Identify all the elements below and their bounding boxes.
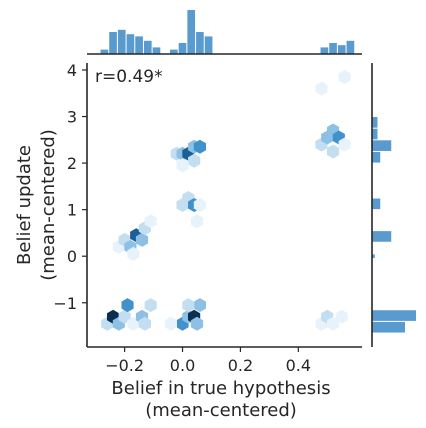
x-hist-bar [178,43,187,54]
y-tick-label: 0 [67,247,77,266]
x-tick-label: −0.2 [105,356,144,375]
x-hist-bar [126,34,135,54]
x-hist-bar [100,49,109,54]
hexbin-cell [193,298,206,313]
x-hist-bar [135,36,143,54]
hexbin-cell [190,316,204,331]
x-hist-bar [346,40,355,54]
hexbin-cell [315,81,328,96]
y-ticks: −1 0 1 2 3 4 [53,61,87,313]
x-hist-bar [152,47,161,54]
hexbin-cell [144,214,157,229]
x-hist-bar [170,49,178,54]
y-tick-label: 3 [67,108,77,127]
hexbin-cell [135,232,149,247]
hexbin-layer [101,70,351,331]
x-tick-label: 0.2 [228,356,253,375]
y-hist-bar [372,128,378,140]
x-axis-label-line: Belief in true hypothesis [111,378,330,399]
x-marginal-histogram [100,10,355,54]
x-hist-bar [204,36,213,54]
x-tick-label: 0.4 [286,356,311,375]
y-tick-label: 1 [67,201,77,220]
hexbin-cell [190,214,204,229]
x-hist-bar [117,29,126,54]
x-tick-label: 0.0 [170,356,195,375]
x-axis-label: Belief in true hypothesis (mean-centered) [111,378,330,421]
y-hist-bar [372,117,378,128]
y-marginal-histogram [372,117,416,333]
y-tick-label: 2 [67,154,77,173]
hexbin-cell [176,158,189,173]
y-axis-label: Belief update (mean-centered) [14,129,59,281]
y-hist-bar [372,321,405,333]
y-hist-bar [372,231,392,242]
x-hist-bar [196,32,204,54]
y-axis-label-line: Belief update [14,145,35,265]
hexbin-cell [182,298,195,313]
y-tick-label: 4 [67,61,77,80]
hexbin-cell [164,316,177,331]
y-hist-bar [372,254,375,259]
y-tick-label: −1 [53,294,77,313]
x-hist-bar [337,45,346,54]
y-hist-bar [372,151,381,163]
x-hist-bar [187,10,196,54]
y-axis-label-line: (mean-centered) [38,129,59,281]
x-hist-bar [320,47,329,54]
hexbin-cell [193,198,206,212]
x-hist-bar [143,40,152,54]
hexbin-cell [338,137,351,152]
hexbin-cell [327,144,340,159]
x-axis-label-line: (mean-centered) [145,400,297,421]
hexbin-cell [144,298,157,313]
x-hist-bar [109,32,117,54]
hexbin-cell [193,139,206,154]
hexbin-cell [188,153,201,168]
x-ticks: −0.2 0.0 0.2 0.4 [105,347,311,375]
y-hist-bar [372,140,392,151]
hexbin-cell [127,246,140,261]
hexbin-cell [138,316,151,331]
y-hist-bar [372,198,381,210]
x-hist-bar [329,43,337,54]
hexbin-cell [335,309,348,324]
hexbin-cell [121,298,134,313]
hexbin-cell [338,70,351,84]
correlation-annotation: r=0.49* [95,67,163,87]
y-hist-bar [372,310,416,321]
